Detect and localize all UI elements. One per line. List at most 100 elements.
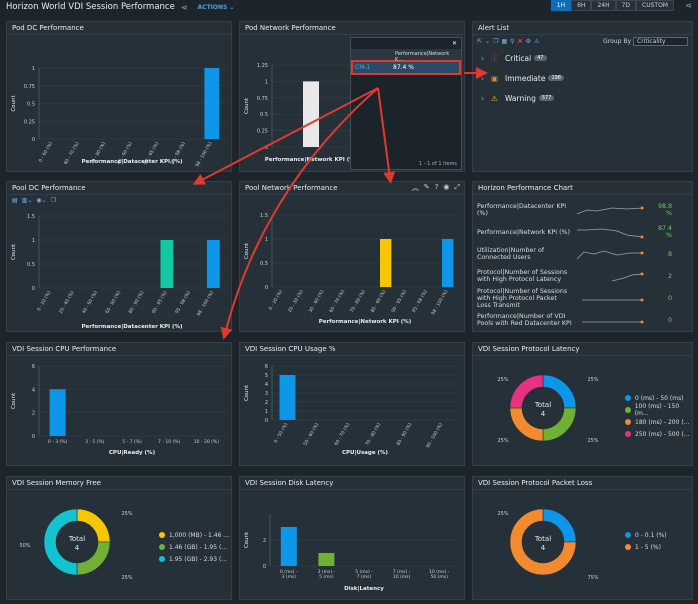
legend-item[interactable]: 0 - 0.1 (%) [625,529,667,541]
popup-row[interactable]: CM-1 87.4 % [351,60,461,75]
panel-title: Pool DC Performance [7,182,231,195]
y-axis-title: Count [244,531,250,548]
group-by-select[interactable]: Criticality [633,37,688,46]
bar [379,239,392,287]
sparkline [576,250,644,260]
legend-item[interactable]: 0 (ms) - 50 (ms) [625,392,692,404]
share-icon[interactable]: ⋖ [180,2,188,12]
x-tick-label: 90 - 95 (%) [390,289,408,314]
kpi-row[interactable]: Utilization|Number of Connected Users 8 [473,243,692,265]
actions-menu[interactable]: ACTIONS ⌄ [197,3,235,11]
expand-icon[interactable]: ⇱ [477,38,483,45]
time-6h-button[interactable]: 6H [571,0,592,11]
x-tick-label: 0 - 20 (%) [36,290,52,313]
critical-icon: ⓘ [491,53,499,63]
popup-row-name[interactable]: CM-1 [355,64,371,71]
time-custom-button[interactable]: CUSTOM [636,0,674,11]
kpi-row[interactable]: Protocol|Number of Sessions with High Pr… [473,265,692,287]
y-tick-label: 2 [263,538,266,544]
legend-item[interactable]: 250 (ms) - 500 (... [625,428,692,440]
bar [49,389,66,436]
panel-title: VDI Session Disk Latency [240,477,464,490]
eye-icon[interactable]: ◉ [443,183,450,191]
export-icon[interactable]: ▤ [12,197,18,204]
close-icon[interactable]: ✕ [451,40,457,47]
copy-icon[interactable]: ❐ [493,38,499,45]
horizon-chart-panel: Horizon Performance Chart Performance|Da… [472,181,693,332]
donut-slice [509,374,544,409]
kpi-row[interactable]: Performance|Number of VDI [473,331,692,332]
chevron-right-icon[interactable]: › [481,53,484,63]
y-axis-title: Count [244,97,250,114]
action-icon[interactable]: ⌄ [485,38,491,45]
x-tick-label: 5 (ms) -7 (ms) [355,569,373,580]
alert-group-critical[interactable]: › ⓘ Critical 47 [473,48,692,68]
x-tick-label: 90 - 95 (%) [151,290,169,315]
y-tick-label: 1.5 [27,214,35,220]
y-tick-label: 0.5 [27,262,35,268]
total-label: Total [534,535,551,543]
copy-icon[interactable]: ❐ [50,197,57,204]
y-tick-label: 2 [265,400,268,406]
legend-item[interactable]: 1.46 (GB) - 1.95 (... [159,541,229,553]
warning-icon[interactable]: ⚠ [533,38,540,45]
dashboard-title: Horizon World VDI Session Performance [6,2,175,12]
x-tick-label: 70 - 80 (%) [349,289,367,314]
legend-item[interactable]: 100 (ms) - 150 (m... [625,403,692,417]
popup-column-header[interactable]: Performance|Network K... [351,49,461,63]
kpi-row[interactable]: Performance|Network KPI (%) 87.4 % [473,221,692,243]
kpi-row[interactable]: Performance|Datacenter KPI (%) 98.8 % [473,199,692,221]
y-tick-label: 1 [265,79,268,85]
time-icon[interactable]: ◉⌄ [36,197,47,204]
y-tick-label: 0.5 [260,112,268,118]
popup-row-value: 87.4 % [393,64,414,71]
filter-icon[interactable]: ⚲ [510,38,515,45]
share-dashboard-icon[interactable]: ⋖ [685,1,692,10]
legend-item[interactable]: 1,000 (MB) - 1.46 ... [159,529,229,541]
warning-icon: ⚠ [491,93,498,103]
help-icon[interactable]: ? [434,183,439,191]
grid-icon[interactable]: ▦ [501,38,508,45]
suspend-icon[interactable]: ⚙ [525,38,531,45]
view-icon[interactable]: ▥⌄ [21,197,33,204]
legend-item[interactable]: 1.95 (GB) - 2.93 (... [159,553,229,565]
alert-group-warning[interactable]: › ⚠ Warning 577 [473,88,692,108]
chart-toolbar: ▤ ▥⌄ ◉⌄ ❐ [7,195,231,206]
x-axis-title: CPU|Usage (%) [342,450,389,456]
y-tick-label: 0.5 [260,261,268,267]
time-1h-button[interactable]: 1H [550,0,572,11]
kpi-row[interactable]: Performance|Number of VDI Pools with Red… [473,309,692,331]
bar [160,240,174,288]
alert-toolbar: ⇱ ⌄ ❐ ▦ ⚲ ✖ ⚙ ⚠ Group By Criticality [473,35,692,48]
pod-network-panel: Pod Network Performance 1.25 1 0.75 0.5 0.25… [239,21,465,172]
legend-item[interactable]: 1 - 5 (%) [625,541,667,553]
edit-icon[interactable]: ✎ [423,183,430,191]
panel-title: VDI Session CPU Performance [7,343,231,356]
pool-network-chart: 1.5 1 0.5 00 - 20 (%) 20 - 30 (%) 30 - 60 (%)… [244,213,458,325]
x-axis-title: Disk|Latency [344,586,384,592]
collapse-icon[interactable]: ︽ [411,184,419,192]
y-tick-label: 0 [32,137,35,143]
alert-group-immediate[interactable]: › ▣ Immediate 198 [473,68,692,88]
donut-slice [509,407,544,442]
slice-percent-label: 25% [497,511,508,517]
cancel-icon[interactable]: ✖ [517,38,523,45]
chevron-right-icon[interactable]: › [481,73,484,83]
kpi-value: 0 [667,294,672,302]
y-tick-label: 6 [265,364,268,370]
time-7d-button[interactable]: 7D [615,0,637,11]
maximize-icon[interactable]: ⤢ [454,183,460,191]
x-tick-label: 70 - 80 (%) [364,422,382,447]
y-tick-label: 0 [32,434,35,440]
drilldown-popup: ✕ Performance|Network K... CM-1 87.4 % 1… [350,37,462,170]
protocol-latency-panel: VDI Session Protocol Latency Total 4 25% 25… [472,342,693,466]
legend-label: 0 (ms) - 50 (ms) [635,394,684,402]
time-24h-button[interactable]: 24H [591,0,616,11]
chevron-right-icon[interactable]: › [481,93,484,103]
sparkline-path [577,228,643,238]
panel-title: Pod Network Performance [240,22,464,35]
kpi-row[interactable]: Protocol|Number of Sessions with High Pr… [473,287,692,309]
legend-item[interactable]: 180 (ms) - 200 (... [625,416,692,428]
